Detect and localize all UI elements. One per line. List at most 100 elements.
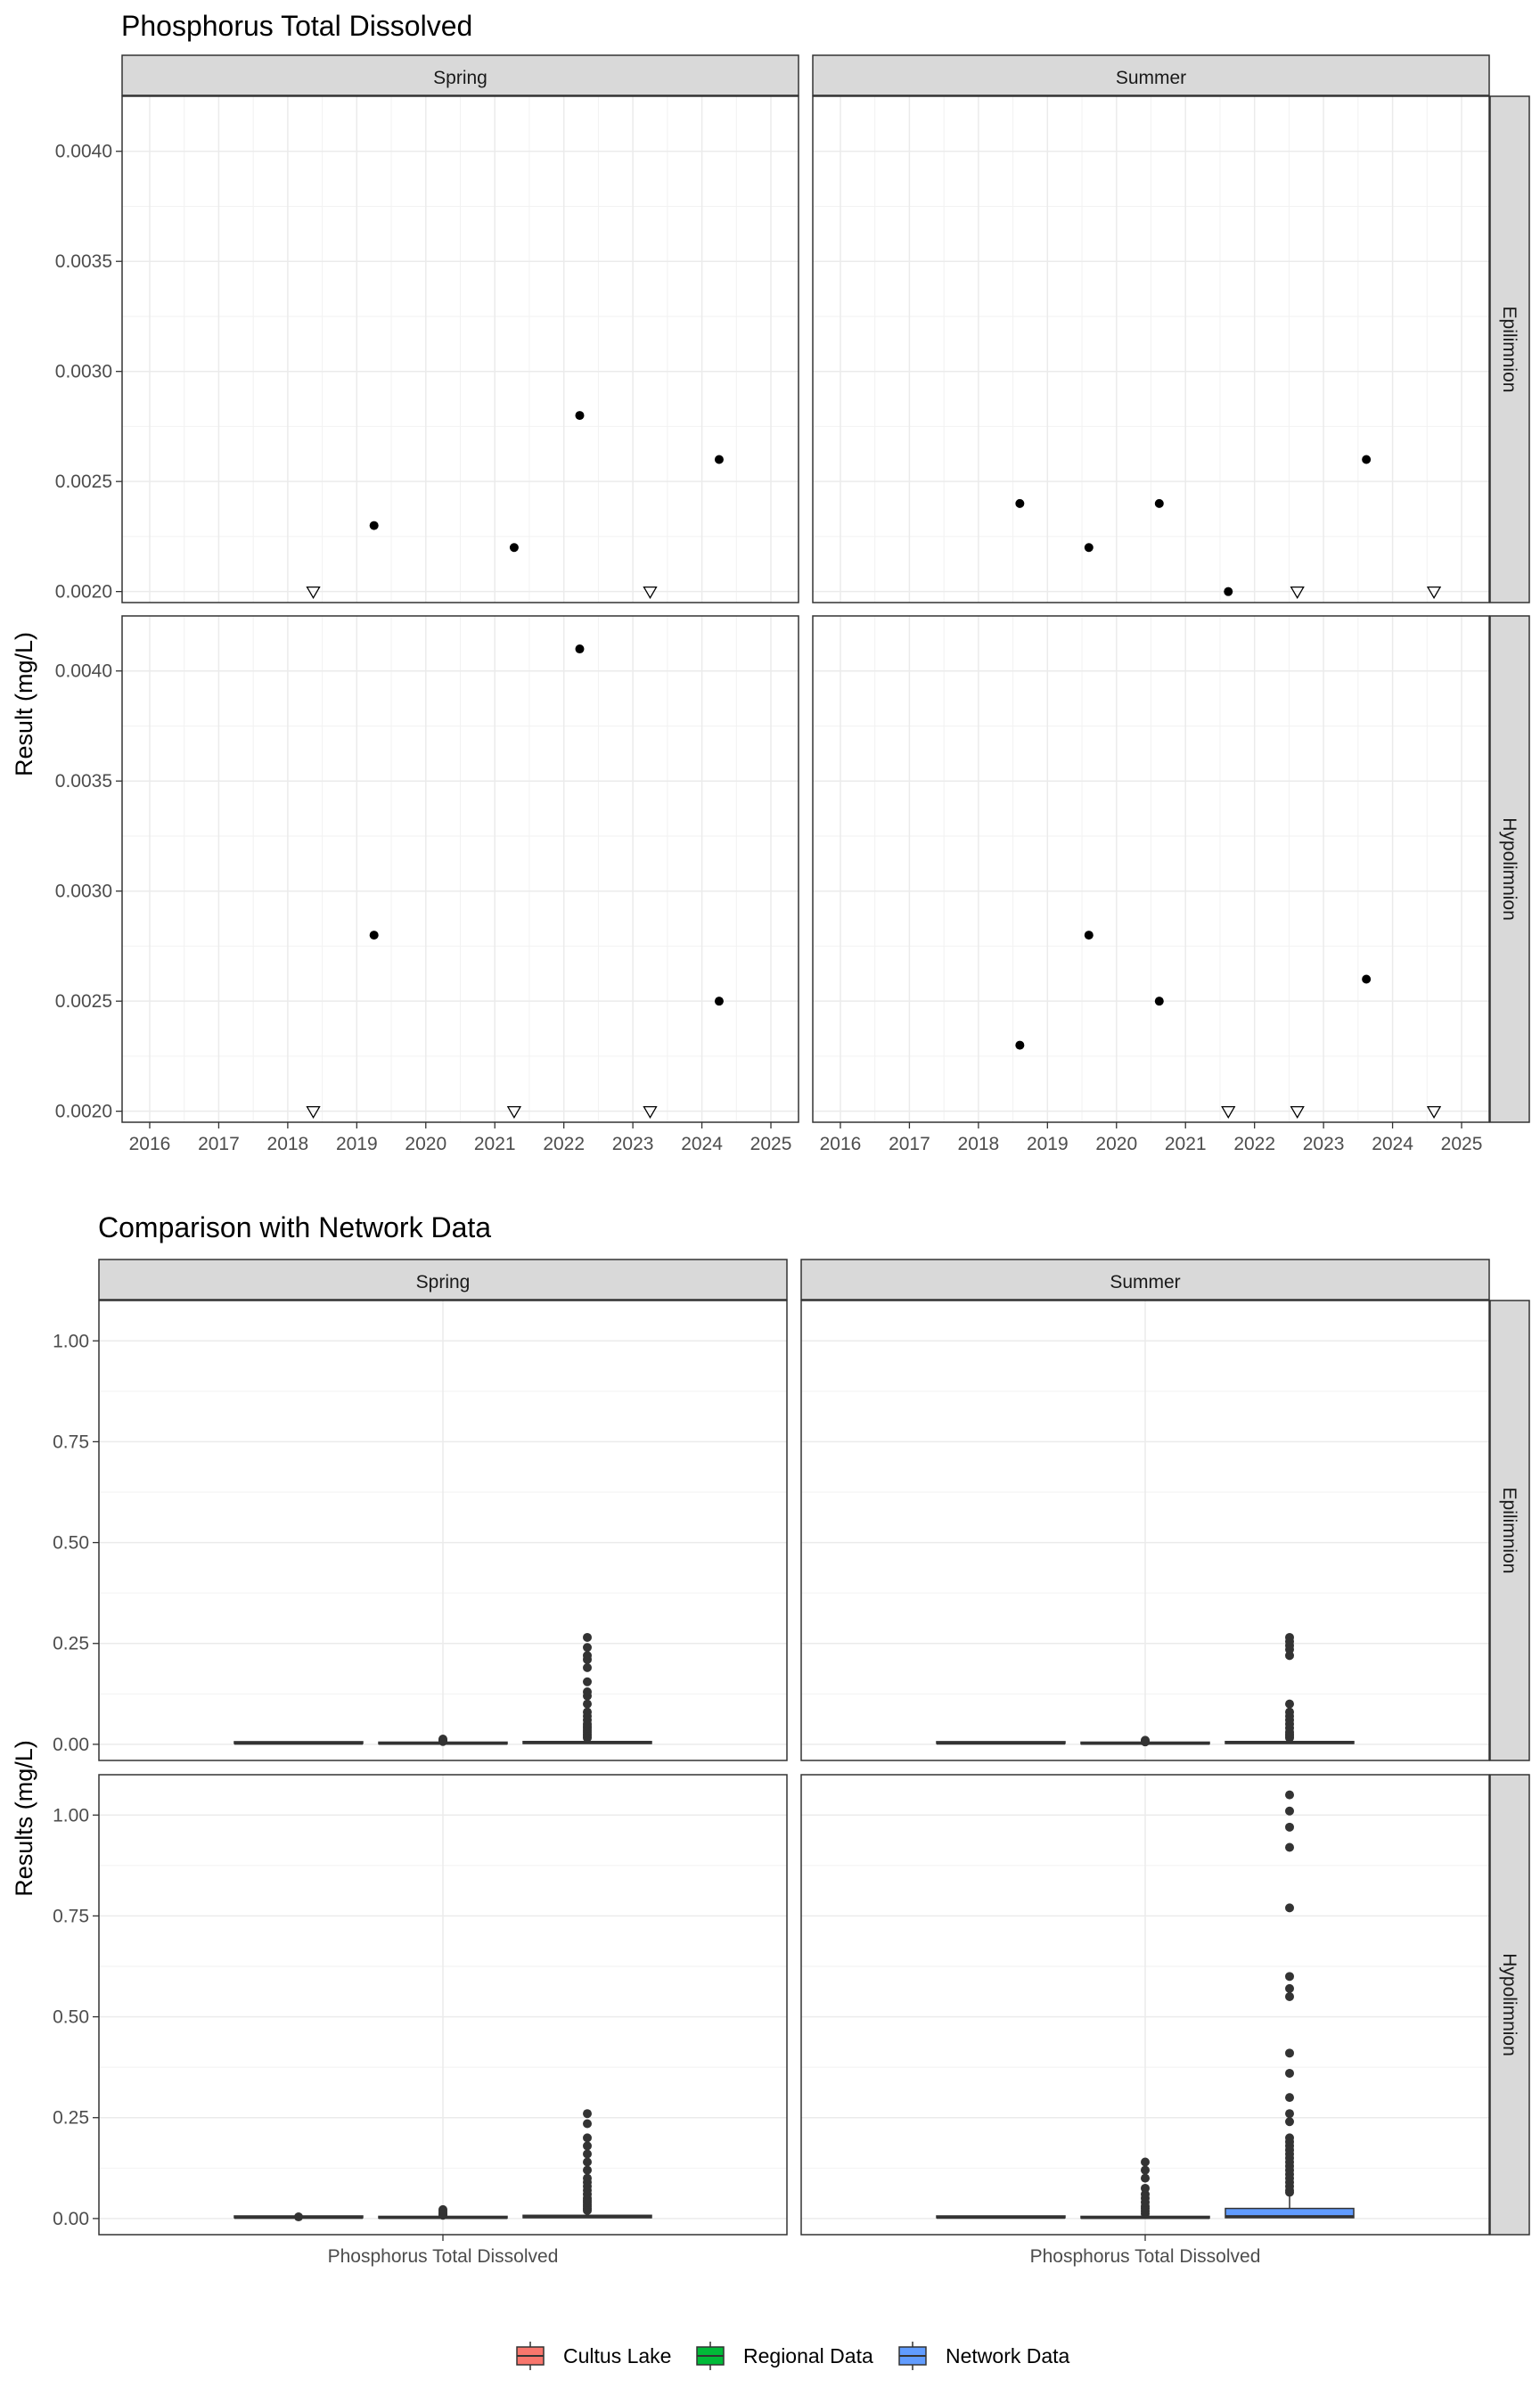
data-point [1362, 455, 1372, 464]
y-tick-label: 0.0030 [55, 362, 112, 382]
box-strip-epilimnion [1489, 1300, 1530, 1761]
outlier-point [583, 1707, 592, 1717]
data-point [1362, 974, 1372, 984]
outlier-point [1285, 2093, 1294, 2103]
x-tick-label: 2018 [958, 1134, 1000, 1154]
box-strip-hypolimnion [1489, 1774, 1530, 2236]
outlier-point [583, 1643, 592, 1653]
outlier-point [1285, 1991, 1294, 2001]
x-tick-label: 2020 [405, 1134, 446, 1154]
x-tick-label: 2018 [267, 1134, 309, 1154]
panel-summer-hypolimnion-border [812, 615, 1490, 1123]
legend-label-network-data: Network Data [946, 2344, 1070, 2367]
panel-spring-hypolimnion-border [121, 615, 799, 1123]
y-tick-label: 0.0025 [55, 991, 112, 1012]
x-tick-label: 2017 [198, 1134, 240, 1154]
scatter-y-axis-label: Result (mg/L) [11, 632, 37, 776]
x-tick-label: 2022 [1233, 1134, 1275, 1154]
box-strip-label-spring: Spring [416, 1272, 471, 1292]
box-chart-title: Comparison with Network Data [98, 1211, 491, 1243]
box-strip-summer [800, 1259, 1490, 1301]
box-panel-spring-epilimnion [98, 1300, 788, 1761]
legend-item-cultus-lake: Cultus Lake [516, 2342, 671, 2370]
panel-summer-epilimnion [812, 95, 1490, 603]
strip-hypolimnion [1489, 615, 1530, 1123]
x-tick-label: 2025 [1441, 1134, 1483, 1154]
outlier-point [438, 2204, 447, 2214]
outlier-point [1285, 2133, 1294, 2143]
outlier-point [1141, 1735, 1150, 1745]
box-panel-summer-hypolimnion [800, 1774, 1490, 2236]
below-detection-marker [506, 1106, 522, 1119]
box-panel-summer-epilimnion [800, 1300, 1490, 1761]
below-detection-marker [1290, 587, 1305, 599]
below-detection-marker [306, 1106, 321, 1119]
outlier-point [1285, 1972, 1294, 1982]
x-tick-label: 2017 [889, 1134, 930, 1154]
box-strip-label-hypolimnion: Hypolimnion [1499, 1953, 1520, 2056]
x-tick-label: 2022 [543, 1134, 585, 1154]
box-y-axis-label: Results (mg/L) [11, 1740, 37, 1897]
y-tick-label: 0.0030 [55, 882, 112, 902]
outlier-point [583, 1662, 592, 1672]
outlier-point [583, 1651, 592, 1661]
outlier-point [1285, 2068, 1294, 2078]
x-tick-label: 2024 [681, 1134, 723, 1154]
outlier-point [1285, 1903, 1294, 1913]
y-tick-label: 0.0040 [55, 142, 112, 162]
data-point [1084, 931, 1094, 940]
y-tick-label: 0.0035 [55, 771, 112, 792]
strip-spring [121, 54, 799, 96]
strip-label-summer: Summer [1116, 68, 1186, 88]
y-tick-label: 0.75 [53, 1906, 89, 1926]
data-point [575, 644, 585, 654]
x-tick-label: 2020 [1095, 1134, 1137, 1154]
x-tick-label: Phosphorus Total Dissolved [328, 2246, 559, 2267]
box-chart: Spring Summer Epilimnion Hypolimnion 0.00 0.2… [53, 1259, 1530, 2267]
outlier-point [583, 1677, 592, 1686]
x-tick-label: 2016 [820, 1134, 862, 1154]
box-strip-label-summer: Summer [1110, 1272, 1180, 1292]
below-detection-marker [1221, 1106, 1236, 1119]
data-point [1084, 543, 1094, 553]
strip-summer [812, 54, 1490, 96]
box-panel-spring-hypolimnion [98, 1774, 788, 2236]
y-tick-label: 0.50 [53, 1533, 89, 1554]
below-detection-marker [1426, 1106, 1442, 1119]
data-point [1015, 1040, 1025, 1050]
data-point [1015, 498, 1025, 508]
strip-label-epilimnion: Epilimnion [1499, 307, 1520, 393]
outlier-point [1285, 1983, 1294, 1993]
y-tick-label: 0.00 [53, 1735, 89, 1755]
panel-summer-hypolimnion [812, 615, 1490, 1123]
data-point [1154, 498, 1164, 508]
panel-summer-epilimnion-border [812, 95, 1490, 603]
outlier-point [583, 1699, 592, 1709]
data-point [714, 997, 724, 1006]
strip-epilimnion [1489, 95, 1530, 603]
outlier-point [1285, 1806, 1294, 1816]
data-point [509, 543, 519, 553]
outlier-point [1285, 1842, 1294, 1852]
below-detection-marker [1426, 587, 1442, 599]
outlier-point [1285, 2109, 1294, 2119]
outlier-point [583, 1687, 592, 1697]
y-tick-label: 0.75 [53, 1432, 89, 1452]
panel-spring-epilimnion-border [121, 95, 799, 603]
strip-label-hypolimnion: Hypolimnion [1499, 817, 1520, 921]
panel-spring-hypolimnion [121, 615, 799, 1123]
y-tick-label: 1.00 [53, 1805, 89, 1826]
outlier-point [583, 2109, 592, 2119]
x-tick-label: 2023 [1303, 1134, 1345, 1154]
legend-item-network-data: Network Data [898, 2342, 1070, 2370]
y-tick-label: 1.00 [53, 1331, 89, 1351]
outlier-point [1285, 1790, 1294, 1800]
x-tick-label: 2021 [474, 1134, 516, 1154]
legend-item-regional-data: Regional Data [696, 2342, 873, 2370]
panel-spring-epilimnion [121, 95, 799, 603]
y-tick-label: 0.50 [53, 2007, 89, 2028]
box-panel-spring-epilimnion-border [98, 1300, 788, 1761]
box-panel-summer-epilimnion-border [800, 1300, 1490, 1761]
box-strip-spring [98, 1259, 788, 1301]
